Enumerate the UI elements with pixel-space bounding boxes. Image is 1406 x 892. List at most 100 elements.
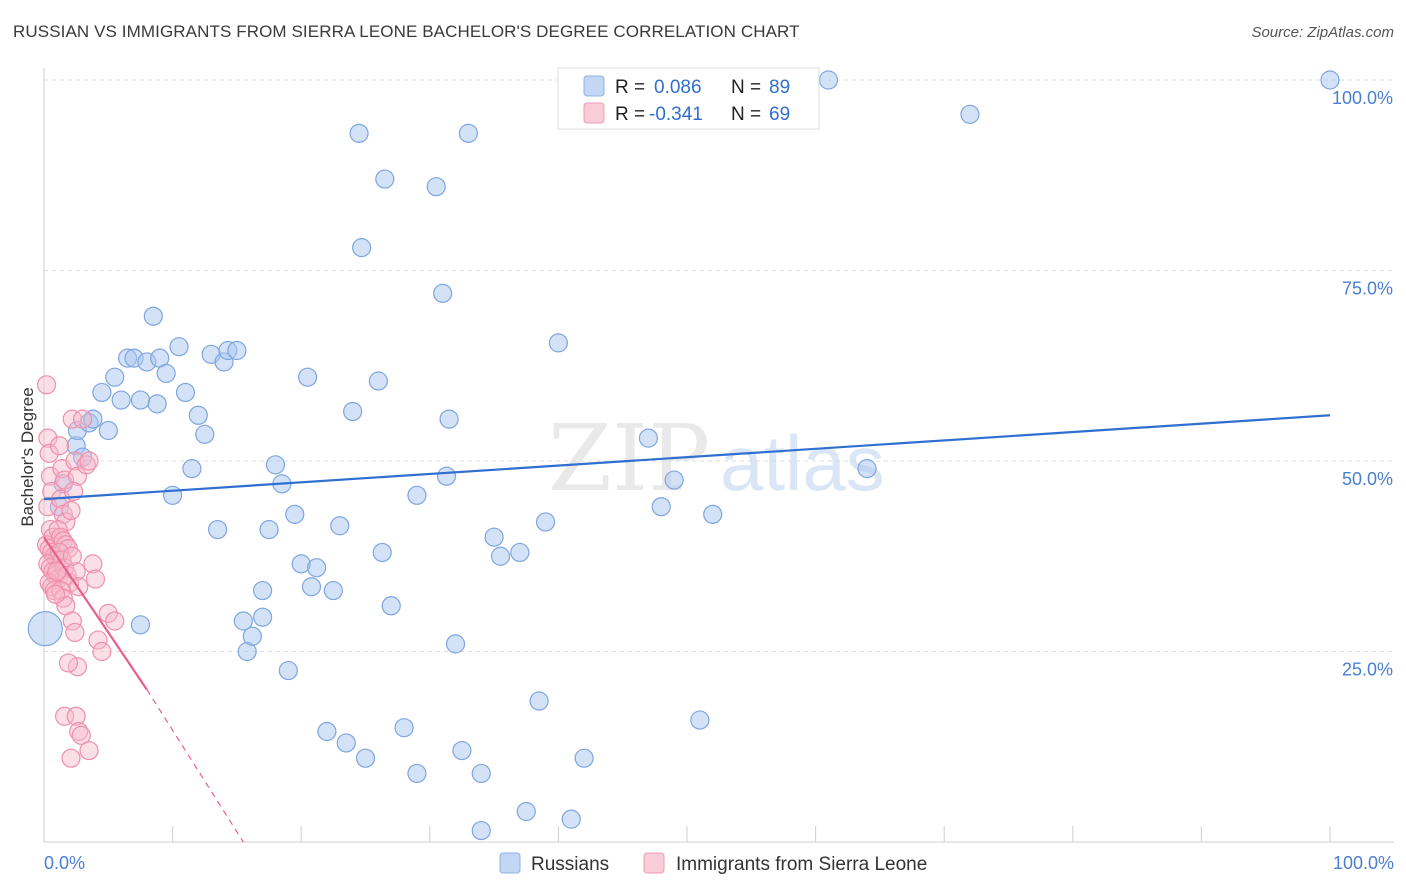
stats-r-label-sierra-leone: R = — [615, 104, 645, 125]
stats-swatch-russians — [583, 75, 605, 97]
russians-point-40 — [298, 367, 318, 387]
sierra-leone-point-48 — [65, 622, 85, 643]
legend-swatch-russians[interactable] — [499, 852, 521, 874]
sierra-leone-point-66 — [62, 546, 82, 566]
stats-box: R = 0.086 N = 89 R = -0.341 N = 69 — [557, 67, 820, 130]
russians-point-7 — [98, 420, 118, 441]
russians-point-85 — [1320, 70, 1340, 90]
russians-point-41 — [301, 577, 322, 597]
russians-point-50 — [355, 748, 376, 768]
russians-point-29 — [227, 340, 247, 361]
sierra-leone-point-64 — [61, 748, 81, 768]
sierra-leone-point-59 — [54, 706, 75, 726]
y-axis-title: Bachelor's Degree — [18, 387, 37, 526]
sierra-leone-point-54 — [85, 569, 106, 589]
legend-label-russians[interactable]: Russians — [531, 854, 609, 875]
russians-point-80 — [703, 504, 723, 524]
russians-point-57 — [407, 485, 427, 505]
russians-point-82 — [818, 70, 839, 90]
russians-point-69 — [510, 542, 530, 563]
russians-point-43 — [317, 721, 337, 742]
watermark: ZIP atlas — [548, 405, 885, 512]
russians-point-56 — [407, 763, 427, 784]
sierra-leone-point-41 — [65, 451, 85, 471]
russians-point-20 — [169, 337, 189, 357]
russians-point-60 — [439, 409, 459, 429]
watermark-atlas: atlas — [720, 419, 885, 507]
sierra-leone-point-1 — [38, 428, 58, 448]
x-tick-label-right: 100.0% — [1333, 853, 1394, 873]
russians-point-58 — [426, 177, 446, 197]
legend: Russians Immigrants from Sierra Leone — [499, 852, 927, 875]
y-tick-label-1: 75.0% — [1342, 279, 1393, 299]
russians-point-0 — [27, 611, 63, 647]
russians-point-75 — [574, 748, 594, 768]
y-tick-labels: 100.0% 75.0% 50.0% 25.0% — [1332, 88, 1393, 680]
sierra-leone-point-21 — [49, 436, 70, 456]
sierra-leone-point-26 — [56, 512, 76, 532]
russians-point-73 — [548, 333, 569, 353]
russians-point-83 — [857, 459, 877, 479]
sierra-leone-point-6 — [40, 519, 61, 540]
sierra-leone-point-60 — [66, 706, 86, 726]
stats-r-label-russians: R = — [615, 77, 645, 98]
y-tick-label-0: 100.0% — [1332, 88, 1393, 108]
sierra-leone-point-44 — [61, 500, 81, 521]
gridlines — [44, 79, 1394, 652]
sierra-leone-point-50 — [72, 409, 93, 429]
trend-line-russians — [43, 414, 1331, 501]
russians-point-18 — [156, 363, 176, 383]
sierra-leone-point-0 — [36, 375, 57, 395]
russians-point-10 — [111, 390, 131, 410]
russians-point-71 — [529, 691, 549, 711]
trend-line-sierra-leone — [43, 536, 148, 691]
russians-point-19 — [163, 485, 183, 505]
russians-point-34 — [259, 519, 279, 540]
russians-point-37 — [278, 660, 298, 681]
stats-n-label-russians: N = — [731, 77, 761, 98]
stats-r-value-sierra-leone: -0.341 — [649, 104, 703, 125]
russians-point-70 — [516, 801, 536, 822]
russians-point-22 — [182, 459, 202, 479]
russians-point-9 — [105, 367, 125, 387]
y-tick-label-3: 25.0% — [1342, 660, 1393, 680]
russians-point-52 — [372, 542, 392, 563]
russians-point-61 — [436, 466, 457, 486]
russians-point-16 — [147, 394, 167, 414]
russians-point-88 — [253, 607, 273, 627]
russians-point-33 — [253, 580, 273, 601]
russians-point-62 — [445, 634, 466, 654]
sierra-leone-point-3 — [40, 466, 61, 486]
russians-point-13 — [130, 390, 151, 410]
russians-point-42 — [307, 558, 327, 578]
stats-r-value-russians: 0.086 — [654, 77, 702, 98]
russians-point-53 — [375, 169, 395, 189]
russians-point-48 — [349, 123, 369, 143]
trend-line-sierra-leone-extension — [146, 689, 244, 843]
russians-point-8 — [92, 382, 112, 403]
x-ticks — [43, 826, 1331, 842]
stats-n-value-sierra-leone: 69 — [769, 104, 790, 125]
sierra-leone-point-68 — [45, 584, 66, 604]
legend-swatch-sierra-leone[interactable] — [643, 852, 665, 874]
russians-point-65 — [471, 763, 491, 784]
y-tick-label-2: 50.0% — [1342, 469, 1393, 489]
russians-point-49 — [352, 238, 372, 258]
russians-point-15 — [143, 306, 163, 326]
legend-label-sierra-leone[interactable]: Immigrants from Sierra Leone — [676, 854, 927, 875]
russians-point-84 — [960, 104, 980, 124]
russians-point-51 — [368, 371, 388, 391]
russians-point-47 — [343, 401, 363, 422]
russians-point-67 — [484, 527, 504, 547]
sierra-leone-points — [36, 375, 125, 768]
russians-point-55 — [394, 718, 414, 738]
sierra-leone-point-65 — [58, 653, 79, 673]
sierra-leone-point-63 — [79, 740, 99, 761]
x-tick-label-left: 0.0% — [44, 853, 85, 873]
russians-point-35 — [265, 455, 286, 475]
russians-point-44 — [323, 580, 343, 601]
russians-point-32 — [242, 626, 262, 646]
stats-n-value-russians: 89 — [769, 77, 790, 98]
russians-point-78 — [664, 470, 684, 490]
